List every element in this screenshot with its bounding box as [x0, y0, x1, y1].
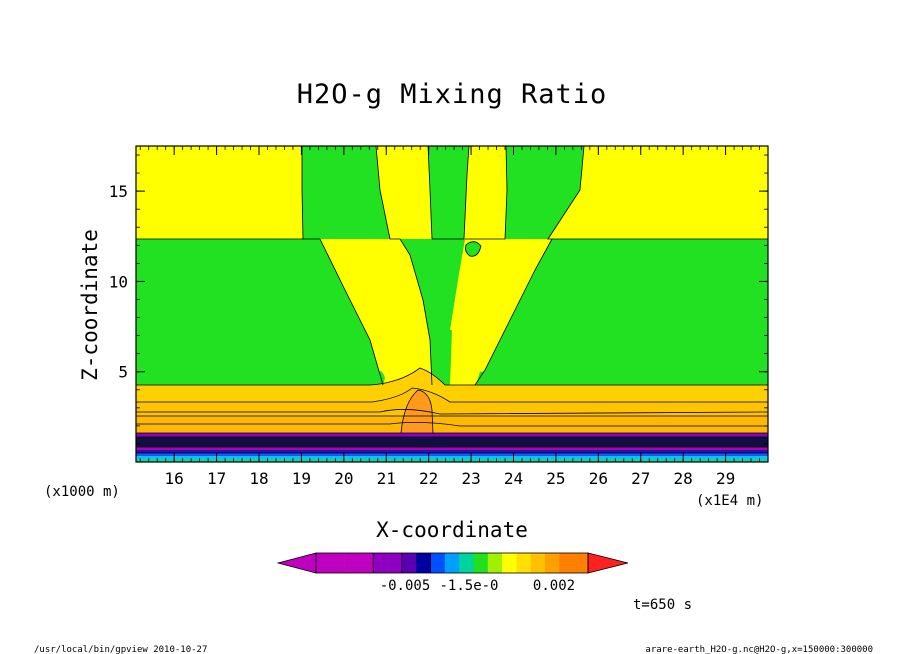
time-annotation: t=650 s [633, 597, 692, 613]
contour-green-cell [465, 241, 481, 257]
contour-band-dark [136, 437, 768, 447]
contour-field [136, 146, 768, 462]
colorbar-swatch [459, 553, 474, 573]
x-tick-label: 22 [419, 469, 438, 488]
contour-green-gap [432, 330, 452, 385]
contour-green-column-center [428, 146, 469, 239]
y-tick-label: 5 [118, 363, 128, 382]
x-tick-label: 21 [377, 469, 396, 488]
contour-band-sea-green [136, 459, 768, 462]
contour-band-purple [136, 433, 768, 437]
footer-program: /usr/local/bin/gpview 2010-10-27 [34, 645, 207, 654]
colorbar-swatch [344, 553, 360, 573]
contour-lines [136, 146, 768, 454]
footer-source: arare-earth_H2O-g.nc@H2O-g,x=150000:3000… [645, 645, 873, 654]
x-tick-label: 16 [165, 469, 184, 488]
contour-green-notch-right [476, 371, 488, 385]
colorbar-swatch [473, 553, 489, 573]
colorbar-swatch [545, 553, 560, 573]
colorbar-swatch [430, 553, 446, 573]
colorbar-swatch [530, 553, 546, 573]
x-axis-label: X-coordinate [376, 518, 528, 542]
colorbar-swatch [401, 553, 417, 573]
y-axis-unit: (x1000 m) [44, 484, 120, 500]
x-tick-label: 24 [504, 469, 523, 488]
colorbar-label-2: -1.5e-0 [439, 578, 498, 594]
x-tick-label: 18 [249, 469, 268, 488]
colorbar-arrow-low [276, 552, 317, 574]
x-tick-label: 20 [334, 469, 353, 488]
colorbar-swatch [444, 553, 460, 573]
contour-yellow-plume-left [320, 239, 432, 385]
colorbar-swatch [316, 553, 331, 573]
y-tick-label: 10 [109, 272, 128, 291]
x-tick-label: 28 [674, 469, 693, 488]
chart-title: H2O-g Mixing Ratio [297, 79, 608, 110]
plot-axes: 16 17 18 19 20 21 22 23 24 25 26 27 28 29 5 10 15 [109, 145, 769, 488]
y-tick-label: 15 [109, 182, 128, 201]
contour-green-notch-left [375, 370, 385, 385]
colorbar-swatch [516, 553, 532, 573]
x-tick-label: 23 [461, 469, 480, 488]
colorbar-swatch [559, 553, 574, 573]
colorbar-swatch [487, 553, 503, 573]
x-axis-unit: (x1E4 m) [696, 493, 763, 509]
colorbar [276, 552, 629, 574]
colorbar-swatch [387, 553, 403, 573]
x-tick-label: 26 [589, 469, 608, 488]
colorbar-label-1: -0.005 [380, 578, 431, 594]
contour-green-column-left [302, 146, 390, 239]
colorbar-swatch [416, 553, 431, 573]
contour-band-magenta [136, 447, 768, 450]
contour-band-cyan [136, 456, 768, 459]
colorbar-swatch [358, 553, 374, 573]
contour-green-column-right [505, 146, 584, 239]
colorbar-swatch [502, 553, 517, 573]
contour-band-dark-orange-bump [401, 390, 433, 434]
x-tick-label: 27 [631, 469, 650, 488]
x-tick-label: 25 [546, 469, 565, 488]
colorbar-label-3: 0.002 [533, 578, 575, 594]
x-tick-label: 19 [292, 469, 311, 488]
contour-yellow-plume-right [445, 239, 552, 385]
contour-band-blue [136, 453, 768, 456]
colorbar-swatch [330, 553, 345, 573]
colorbar-swatch [373, 553, 388, 573]
colorbar-arrow-high [587, 552, 629, 574]
x-tick-label: 17 [207, 469, 226, 488]
y-axis-label: Z-coordinate [78, 229, 102, 381]
contour-band-navy [136, 450, 768, 453]
colorbar-swatch [573, 553, 589, 573]
plot-frame [135, 145, 769, 463]
x-tick-label: 29 [716, 469, 735, 488]
